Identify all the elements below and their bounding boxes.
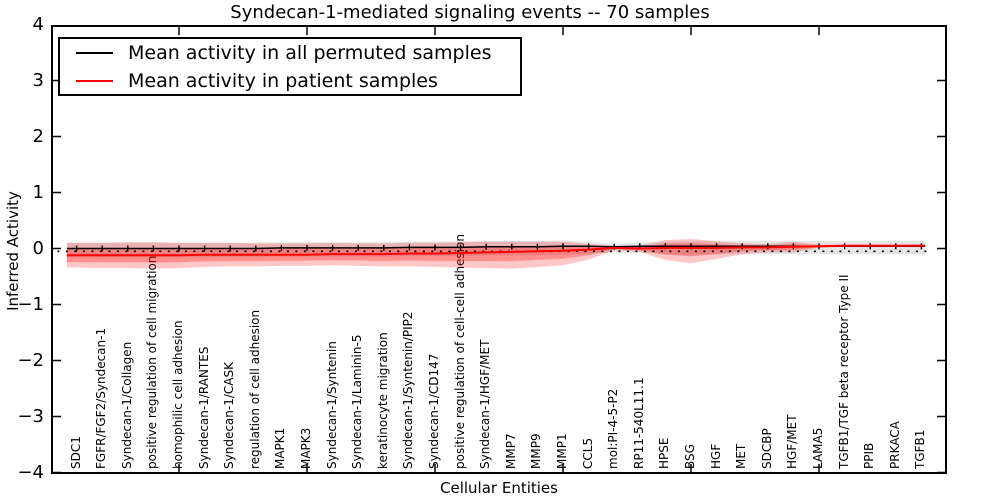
x-axis-label: Cellular Entities	[440, 479, 558, 497]
y-tick-label: −3	[17, 405, 44, 427]
y-tick-label: 1	[32, 181, 44, 203]
legend-entry-permuted: Mean activity in all permuted samples	[60, 39, 520, 67]
y-tick-label: 2	[32, 125, 44, 147]
legend-label-patient: Mean activity in patient samples	[128, 70, 438, 92]
legend-line-sample-permuted	[76, 52, 113, 54]
y-tick-label: 4	[32, 13, 44, 35]
plot-canvas	[53, 27, 945, 472]
axis-tick-marks	[53, 27, 945, 472]
legend-line-sample-patient	[76, 80, 113, 82]
y-tick-label: −1	[17, 293, 44, 315]
y-tick-label: 0	[32, 237, 44, 259]
legend-label-permuted: Mean activity in all permuted samples	[128, 42, 492, 64]
legend-box: Mean activity in all permuted samples Me…	[58, 37, 522, 96]
y-tick-label: −2	[17, 349, 44, 371]
y-tick-label: −4	[17, 461, 44, 483]
patient-mean-line	[66, 244, 926, 257]
permuted-std-band	[66, 240, 926, 258]
plot-area: SDC1 FGFR/FGF2/Syndecan-1 Syndecan-1/Colla…	[51, 25, 947, 474]
chart-title: Syndecan-1-mediated signaling events -- …	[230, 2, 710, 23]
legend-entry-patient: Mean activity in patient samples	[60, 67, 520, 95]
y-tick-label: 3	[32, 69, 44, 91]
